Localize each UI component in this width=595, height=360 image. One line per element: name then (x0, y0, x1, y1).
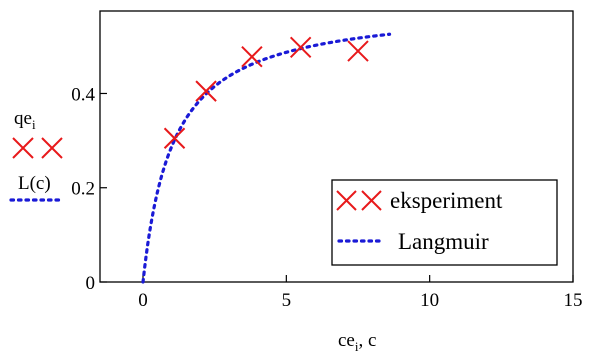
plot-area-frame (99, 10, 574, 283)
legend: eksperiment Langmuir (331, 179, 558, 266)
experiment-point (347, 40, 369, 62)
experiment-markers (163, 36, 369, 149)
x-tick-label: 15 (564, 290, 583, 311)
experiment-point (163, 127, 186, 149)
x-tick-label: 5 (282, 290, 292, 311)
experiment-point (195, 80, 217, 102)
y-tick-label: 0.4 (71, 84, 95, 105)
experiment-point (241, 46, 263, 68)
y-label-main: qei (14, 108, 36, 132)
langmuir-curve (141, 32, 392, 284)
x-axis-label: cei, c (338, 330, 376, 354)
x-tick-label: 10 (420, 290, 439, 311)
legend-label-eksperiment: eksperiment (390, 188, 503, 213)
y-tick-label: 0 (86, 273, 96, 294)
y-axis-ticks: 0 0.2 0.4 (71, 84, 107, 294)
legend-marker-eksperiment (336, 190, 382, 211)
y-tick-label: 0.2 (71, 179, 95, 200)
y-axis-label-series2: L(c) (18, 173, 51, 194)
y-label-series1-marker (12, 137, 63, 159)
x-tick-label: 0 (138, 290, 148, 311)
experiment-point (289, 36, 312, 58)
y-axis-label-series1: qei (14, 108, 36, 132)
langmuir-series-line (141, 32, 392, 284)
x-axis-ticks: 0 5 10 15 (138, 275, 583, 311)
legend-label-langmuir: Langmuir (398, 229, 489, 254)
legend-box (331, 179, 558, 266)
